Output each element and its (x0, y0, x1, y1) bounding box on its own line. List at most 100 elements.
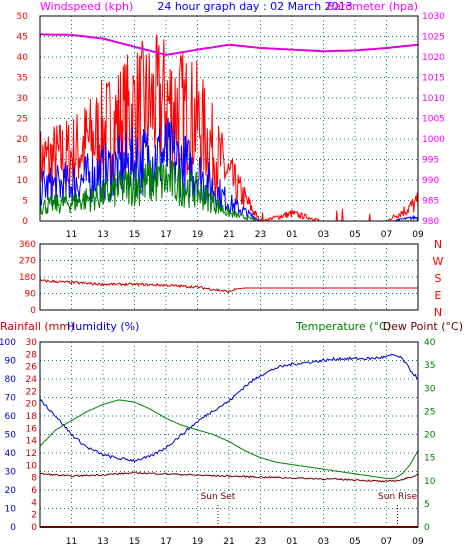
rainfall-tick: 14 (26, 437, 38, 447)
panel3-x-tick: 13 (97, 537, 108, 547)
humidity-tick: 10 (5, 505, 17, 515)
windspeed-tick: 25 (17, 115, 28, 125)
panel1-x-tick: 15 (129, 230, 140, 240)
panel1-x-tick: 11 (66, 230, 77, 240)
temperature-tick: 15 (424, 454, 435, 464)
windspeed-tick: 10 (17, 176, 29, 186)
humidity-tick: 30 (5, 468, 17, 478)
panel1-x-tick: 07 (381, 230, 392, 240)
barometer-tick: 980 (422, 217, 439, 227)
rainfall-tick: 4 (31, 498, 37, 508)
humidity-tick: 90 (5, 357, 17, 367)
panel2-frame (39, 243, 419, 311)
windspeed-tick: 5 (22, 197, 28, 207)
panel3-series-line (39, 399, 419, 479)
temperature-tick: 0 (424, 523, 430, 533)
panel3-x-tick: 05 (349, 537, 360, 547)
windspeed-axis-label: Windspeed (kph) (40, 0, 133, 13)
panel1-left-ticks: 0 5 10 15 20 25 30 35 40 45 50 (17, 12, 29, 227)
dewpoint-axis-label: Dew Point (°C) (383, 320, 463, 333)
compass-label: N (434, 238, 442, 251)
rainfall-axis-label: Rainfall (mm) (0, 320, 74, 333)
windspeed-tick: 35 (17, 74, 28, 84)
temperature-tick: 20 (424, 431, 436, 441)
humidity-tick: 80 (5, 375, 17, 385)
humidity-tick: 40 (5, 449, 17, 459)
panel1-x-tick: 19 (192, 230, 204, 240)
humidity-tick: 100 (0, 338, 16, 348)
barometer-axis-label: Barometer (hpa) (327, 0, 418, 13)
compass-label: E (435, 289, 442, 302)
direction-tick: 0 (30, 306, 36, 316)
panel1-x-tick: 13 (97, 230, 108, 240)
windspeed-tick: 20 (17, 135, 29, 145)
barometer-tick: 990 (422, 176, 439, 186)
panel1-x-ticks: 11 13 15 17 19 21 23 01 03 05 07 09 (66, 230, 424, 240)
windspeed-tick: 45 (17, 33, 28, 43)
panel1-x-tick: 03 (318, 230, 329, 240)
panel3-x-tick: 03 (318, 537, 329, 547)
panel3-x-tick: 01 (286, 537, 297, 547)
rainfall-tick: 18 (26, 412, 38, 422)
compass-label: W (433, 255, 444, 268)
rainfall-tick: 26 (26, 363, 38, 373)
humidity-tick: 50 (5, 431, 17, 441)
windspeed-tick: 30 (17, 94, 29, 104)
humidity-axis-label: Humidity (%) (67, 320, 139, 333)
panel1-right-ticks: 980 985 990 995 1000 1005 1010 1015 1020 1025 1030 (422, 12, 445, 227)
panel1-series (39, 33, 419, 222)
rainfall-tick: 16 (26, 424, 38, 434)
barometer-tick: 985 (422, 197, 439, 207)
windspeed-tick: 15 (17, 156, 28, 166)
rainfall-tick: 8 (31, 474, 37, 484)
direction-tick: 180 (19, 273, 36, 283)
panel3-x-tick: 11 (66, 537, 77, 547)
rainfall-tick: 22 (26, 387, 37, 397)
compass-label: S (435, 272, 442, 285)
barometer-tick: 1005 (422, 115, 445, 125)
humidity-tick: 60 (5, 412, 17, 422)
direction-tick: 360 (19, 240, 36, 250)
sun-annotation: Sun Set (201, 492, 236, 502)
panel3-temperature-ticks: 0 5 10 15 20 25 30 35 40 (424, 338, 436, 533)
temperature-tick: 40 (424, 338, 436, 348)
windspeed-tick: 40 (17, 53, 29, 63)
rainfall-tick: 6 (31, 486, 37, 496)
panel1-x-tick: 21 (223, 230, 234, 240)
panel1-x-tick: 17 (160, 230, 171, 240)
temperature-tick: 10 (424, 477, 436, 487)
humidity-tick: 70 (5, 394, 17, 404)
humidity-tick: 0 (10, 523, 16, 533)
windspeed-tick: 50 (17, 12, 29, 22)
sun-annotation: Sun Rise (378, 492, 417, 502)
rainfall-tick: 12 (26, 449, 37, 459)
panel3-x-tick: 15 (129, 537, 140, 547)
rainfall-tick: 28 (26, 350, 38, 360)
barometer-tick: 995 (422, 156, 439, 166)
temperature-tick: 35 (424, 361, 435, 371)
panel2-grid (40, 244, 419, 310)
panel1-frame (39, 15, 419, 222)
barometer-tick: 1010 (422, 94, 445, 104)
panel3-series-line (39, 471, 419, 483)
panel3-x-tick: 23 (255, 537, 266, 547)
windspeed-tick: 0 (22, 217, 28, 227)
temperature-tick: 30 (424, 384, 436, 394)
rainfall-tick: 20 (26, 400, 38, 410)
panel1-x-tick: 23 (255, 230, 266, 240)
panel2-series (39, 279, 418, 294)
temperature-tick: 25 (424, 407, 435, 417)
panel3-humidity-ticks: 0 10 20 30 40 50 60 70 80 90 100 (0, 338, 16, 533)
barometer-tick: 1000 (422, 135, 445, 145)
humidity-tick: 20 (5, 486, 17, 496)
direction-tick: 90 (25, 290, 37, 300)
rainfall-tick: 10 (26, 461, 38, 471)
panel3-x-tick: 21 (223, 537, 234, 547)
temperature-tick: 5 (424, 500, 430, 510)
panel3-annotations: Sun Set Sun Rise (201, 492, 417, 527)
rainfall-tick: 2 (31, 511, 37, 521)
barometer-line (39, 33, 419, 56)
panel3-x-tick: 07 (381, 537, 392, 547)
